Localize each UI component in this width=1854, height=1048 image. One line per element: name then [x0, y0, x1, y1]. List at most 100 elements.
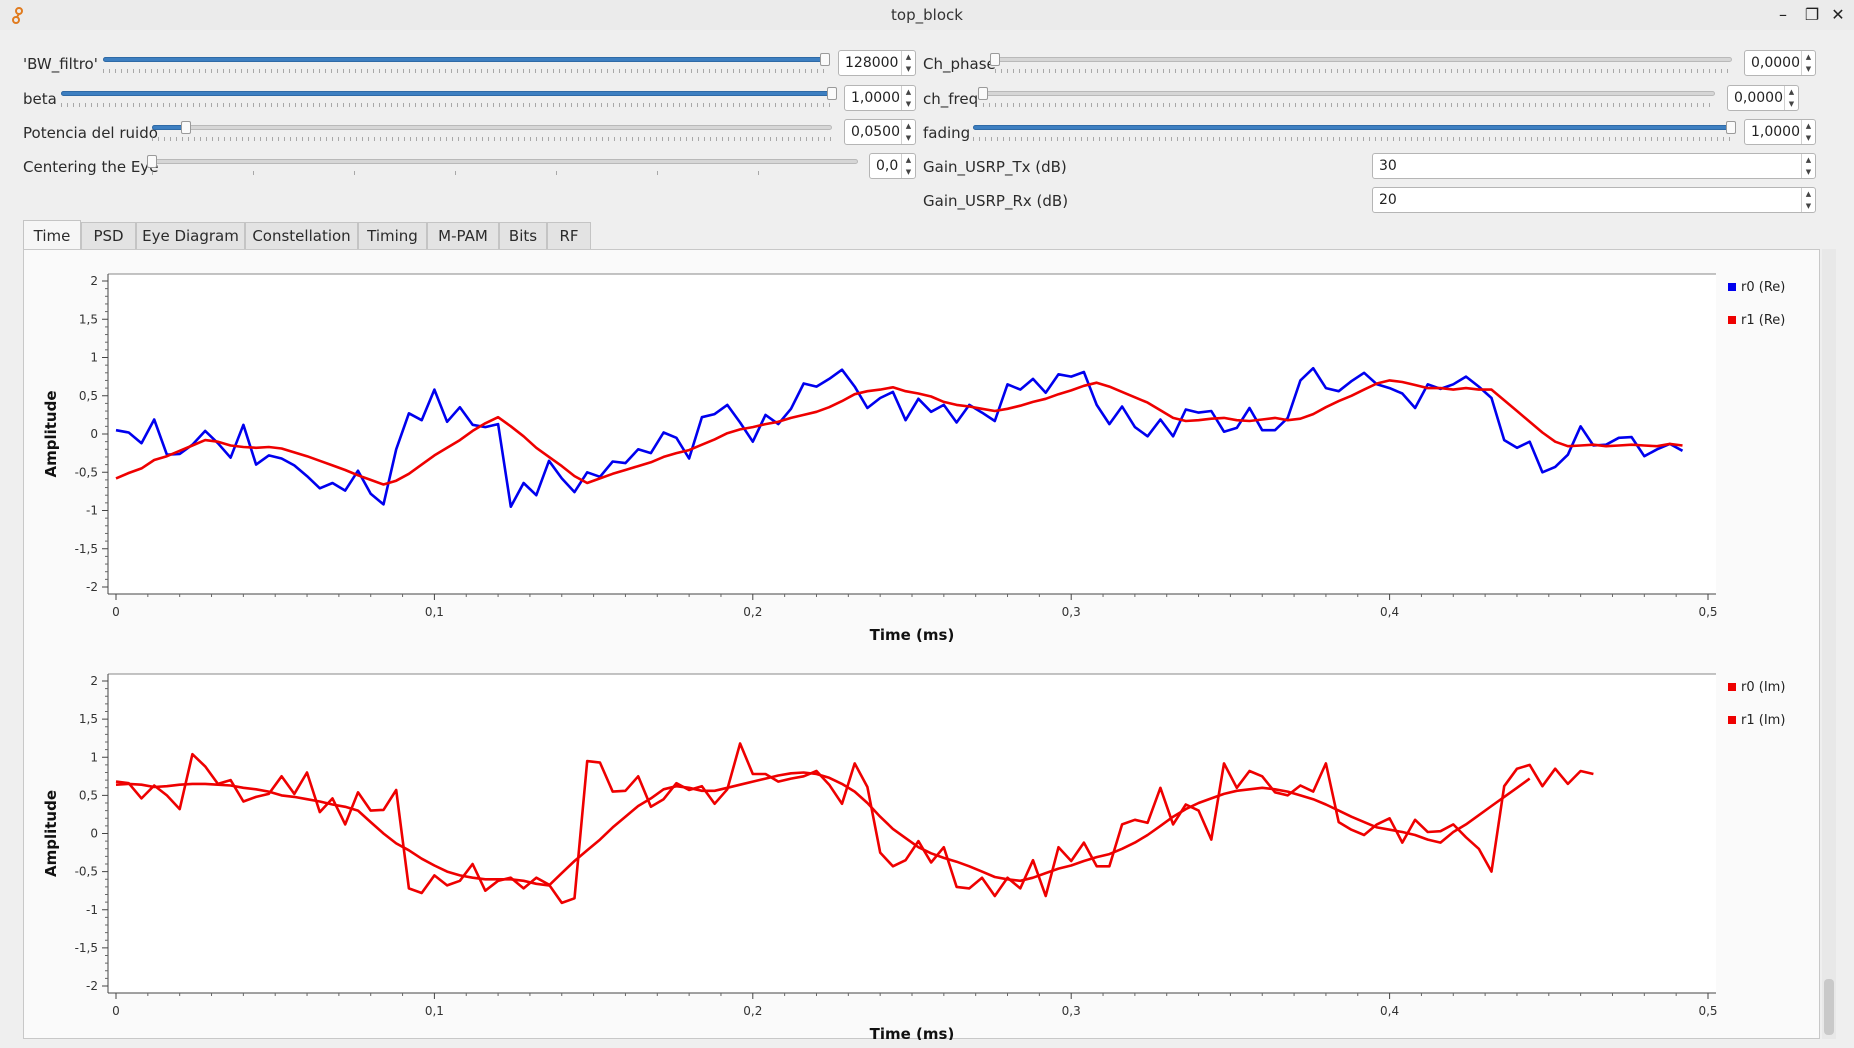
spin-down-icon[interactable]: ▼: [905, 100, 912, 108]
spin-up-icon[interactable]: ▲: [1805, 53, 1812, 61]
spin-up-icon[interactable]: ▲: [905, 88, 912, 96]
bw-filtro-slider[interactable]: [103, 52, 830, 74]
y-tick-label: 2: [90, 674, 98, 688]
spin-up-icon[interactable]: ▲: [905, 122, 912, 130]
tab-m-pam[interactable]: M-PAM: [427, 222, 499, 250]
y-tick-label: 1,5: [79, 312, 98, 326]
tab-time[interactable]: Time: [23, 220, 81, 250]
y-tick-label: 1: [90, 750, 98, 764]
time-plots: 2 1,5 1 0,5 0 -0,5 -1 -1,5 -2 0 0,1 0,2 0,3 0,4 0,5 Tim…: [42, 273, 1785, 1040]
minimize-button[interactable]: –: [1779, 5, 1787, 24]
y-tick-label: 1,5: [79, 712, 98, 726]
spin-down-icon[interactable]: ▼: [1805, 65, 1812, 73]
x-tick-label: 0,1: [425, 1004, 444, 1018]
x-tick-label: 0,1: [425, 605, 444, 619]
y-tick-label: -0,5: [75, 465, 98, 479]
bw-filtro-spinbox[interactable]: 128000 ▲ ▼: [838, 50, 916, 76]
ch-freq-label: ch_freq: [923, 90, 979, 108]
x-tick-label: 0,5: [1698, 605, 1717, 619]
series-line-2-2: [115, 771, 1531, 887]
ch-freq-slider[interactable]: [978, 86, 1715, 108]
close-button[interactable]: ✕: [1831, 5, 1845, 24]
tab-eye-diagram[interactable]: Eye Diagram: [136, 222, 245, 250]
fading-slider[interactable]: [973, 120, 1736, 142]
slider-handle[interactable]: [181, 121, 191, 134]
fading-spinbox[interactable]: 1,0000 ▲ ▼: [1744, 119, 1816, 145]
spin-up-icon[interactable]: ▲: [1788, 88, 1795, 96]
tab-bits[interactable]: Bits: [499, 222, 547, 250]
legend-swatch: [1728, 316, 1736, 324]
x-tick-label: 0,3: [1062, 605, 1081, 619]
y-tick-label: 2: [90, 274, 98, 288]
gnuradio-app-icon: [12, 7, 23, 24]
y-tick-label: -2: [86, 979, 98, 993]
x-tick-label: 0,2: [743, 1004, 762, 1018]
spin-up-icon[interactable]: ▲: [905, 53, 912, 61]
slider-handle[interactable]: [990, 53, 1000, 66]
slider-handle[interactable]: [827, 87, 837, 100]
x-tick-label: 0,4: [1380, 1004, 1399, 1018]
ch-freq-spinbox[interactable]: 0,0000 ▲ ▼: [1727, 85, 1799, 111]
y-tick-label: -1,5: [75, 941, 98, 955]
beta-slider[interactable]: [61, 86, 837, 108]
tab-psd[interactable]: PSD: [81, 222, 136, 250]
y-tick-label: -2: [86, 580, 98, 594]
gain-rx-spinbox[interactable]: 20 ▲ ▼: [1372, 187, 1816, 213]
x-tick-label: 0,3: [1062, 1004, 1081, 1018]
legend-label: r0 (Im): [1741, 680, 1785, 695]
spin-down-icon[interactable]: ▼: [1788, 100, 1795, 108]
spin-up-icon[interactable]: ▲: [1805, 122, 1812, 130]
legend-swatch: [1728, 716, 1736, 724]
x-tick-label: 0,2: [743, 605, 762, 619]
legend-swatch: [1728, 283, 1736, 291]
tab-constellation[interactable]: Constellation: [245, 222, 358, 250]
bw-filtro-label: 'BW_filtro': [23, 55, 98, 73]
spin-down-icon[interactable]: ▼: [1805, 168, 1812, 176]
panel-scrollbar[interactable]: [1822, 249, 1836, 1039]
slider-handle[interactable]: [978, 87, 988, 100]
spin-down-icon[interactable]: ▼: [1805, 134, 1812, 142]
tab-rf[interactable]: RF: [547, 222, 591, 250]
x-tick-label: 0: [112, 605, 120, 619]
y-tick-label: 1: [90, 351, 98, 365]
beta-spinbox[interactable]: 1,0000 ▲ ▼: [844, 85, 916, 111]
x-tick-label: 0,5: [1698, 1004, 1717, 1018]
legend-label: r1 (Im): [1741, 713, 1785, 728]
y-tick-label: 0,5: [79, 788, 98, 802]
beta-label: beta: [23, 90, 57, 108]
potencia-slider[interactable]: [152, 120, 832, 142]
maximize-button[interactable]: ❐: [1804, 5, 1820, 24]
legend-swatch: [1728, 683, 1736, 691]
title-bar: top_block – ❐ ✕: [0, 0, 1854, 30]
spin-down-icon[interactable]: ▼: [905, 168, 912, 176]
spin-up-icon[interactable]: ▲: [905, 156, 912, 164]
centering-label: Centering the Eye: [23, 158, 159, 176]
centering-spinbox[interactable]: 0,0 ▲ ▼: [869, 153, 916, 179]
potencia-spinbox[interactable]: 0,0500 ▲ ▼: [844, 119, 916, 145]
scrollbar-thumb[interactable]: [1824, 979, 1834, 1035]
slider-handle[interactable]: [147, 155, 157, 168]
ch-phase-spinbox[interactable]: 0,0000 ▲ ▼: [1744, 50, 1816, 76]
gain-tx-spinbox[interactable]: 30 ▲ ▼: [1372, 153, 1816, 179]
spin-up-icon[interactable]: ▲: [1805, 156, 1812, 164]
legend-label: r0 (Re): [1741, 280, 1785, 295]
legend-label: r1 (Re): [1741, 313, 1785, 328]
centering-slider[interactable]: [147, 154, 858, 176]
spin-down-icon[interactable]: ▼: [905, 65, 912, 73]
slider-handle[interactable]: [1726, 121, 1736, 134]
plot-canvas: [108, 674, 1716, 993]
tab-timing[interactable]: Timing: [358, 222, 427, 250]
y-tick-label: -1: [86, 903, 98, 917]
gain-tx-label: Gain_USRP_Tx (dB): [923, 158, 1067, 176]
x-tick-label: 0: [112, 1004, 120, 1018]
slider-handle[interactable]: [820, 53, 830, 66]
x-axis-label: Time (ms): [870, 1025, 955, 1040]
spin-up-icon[interactable]: ▲: [1805, 190, 1812, 198]
time-plot-2: 2 1,5 1 0,5 0 -0,5 -1 -1,5 -2 0 0,1 0,2 0,3 0,4 0,5 Tim…: [42, 673, 1785, 1040]
window-title: top_block: [891, 6, 963, 24]
series-line-2-1: [115, 742, 1594, 905]
x-tick-label: 0,4: [1380, 605, 1399, 619]
spin-down-icon[interactable]: ▼: [905, 134, 912, 142]
ch-phase-slider[interactable]: [990, 52, 1732, 74]
spin-down-icon[interactable]: ▼: [1805, 202, 1812, 210]
